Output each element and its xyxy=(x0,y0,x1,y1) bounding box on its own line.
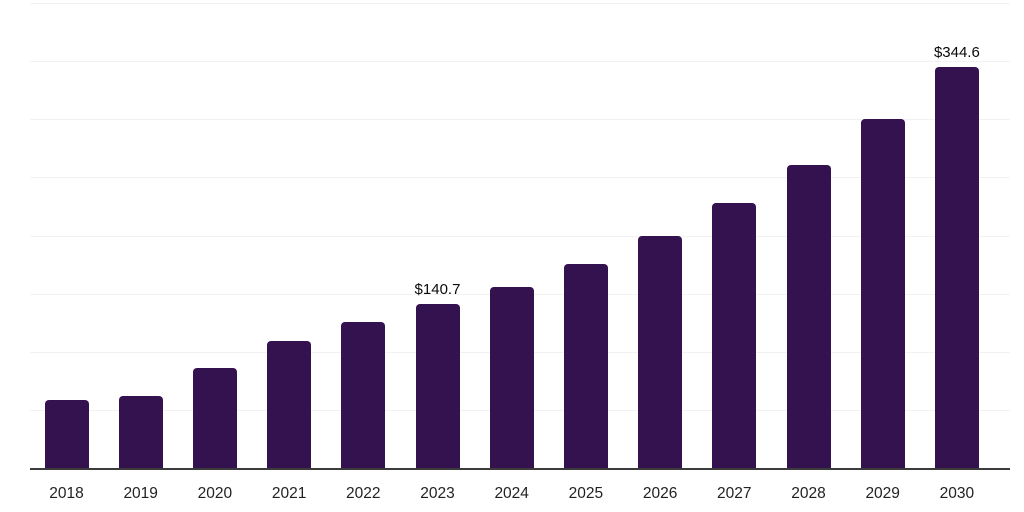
x-axis-tick-label-2027: 2027 xyxy=(717,485,752,502)
x-axis-tick-label-2018: 2018 xyxy=(49,485,84,502)
x-axis-tick-label-2026: 2026 xyxy=(642,485,678,502)
bar-value-label-2030: $344.6 xyxy=(933,44,980,62)
bar-2027 xyxy=(712,202,757,468)
bar-value-label-2023: $140.7 xyxy=(414,281,461,299)
x-axis-tick-label-2022: 2022 xyxy=(346,485,381,502)
x-axis-tick-label-2025: 2025 xyxy=(568,485,604,502)
x-axis-tick-label-2021: 2021 xyxy=(271,485,307,502)
bar-2026 xyxy=(638,236,683,468)
bar-2029 xyxy=(860,119,905,468)
bar-2021 xyxy=(267,341,312,468)
x-axis-tick-label-2029: 2029 xyxy=(865,485,900,502)
x-axis-tick-label-2023: 2023 xyxy=(420,485,455,502)
x-axis-tick-label-2024: 2024 xyxy=(494,485,529,502)
bar-2023 xyxy=(415,304,460,468)
bar-2030 xyxy=(934,67,979,468)
x-axis-tick-label-2019: 2019 xyxy=(123,485,158,502)
gridline xyxy=(30,235,1010,237)
gridline xyxy=(30,119,1010,121)
x-axis-line xyxy=(30,468,1010,470)
gridline xyxy=(30,177,1010,179)
gridline xyxy=(30,61,1010,63)
bar-2020 xyxy=(192,368,237,468)
bar-2028 xyxy=(786,165,831,468)
bar-2024 xyxy=(489,287,534,468)
x-axis-tick-label-2028: 2028 xyxy=(791,485,826,502)
bar-2019 xyxy=(118,395,163,468)
bar-2018 xyxy=(44,399,89,468)
gridline xyxy=(30,3,1010,4)
bar-2025 xyxy=(563,263,608,468)
x-axis-tick-label-2020: 2020 xyxy=(197,485,233,502)
bar-2022 xyxy=(341,322,386,468)
x-axis-tick-label-2030: 2030 xyxy=(939,485,975,502)
